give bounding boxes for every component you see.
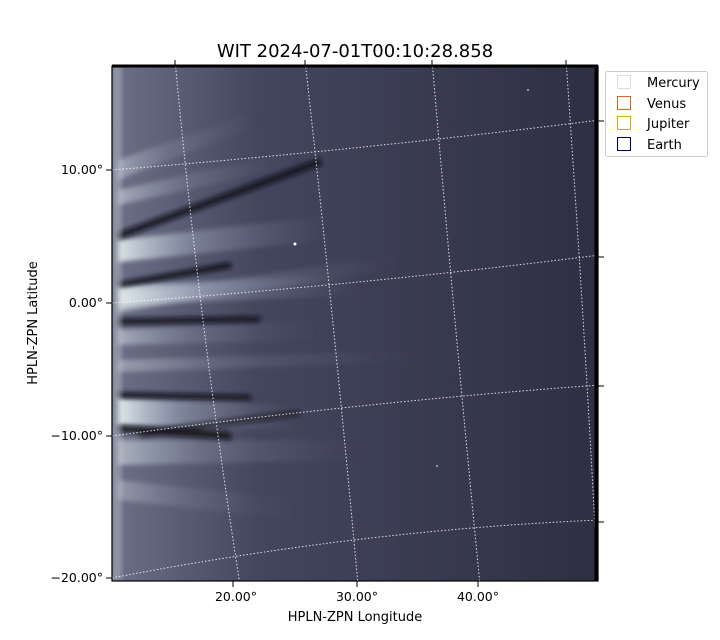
dark-streamers [118,158,322,440]
y-tick-label: −20.00° [50,570,103,585]
x-tick-label: 20.00° [215,589,257,604]
chart-title: WIT 2024-07-01T00:10:28.858 [217,41,493,62]
legend-label: Mercury [647,76,700,91]
coordinate-grid [112,66,598,581]
x-tick-label: 40.00° [457,589,499,604]
legend-swatch-venus [617,96,631,110]
legend-label: Jupiter [646,117,690,132]
legend-swatch-mercury [617,75,631,89]
image-panel [111,64,599,582]
legend-label: Earth [647,138,682,153]
y-tick-label: −10.00° [50,428,103,443]
x-tick-label: 30.00° [336,589,378,604]
legend-swatch-earth [617,137,631,151]
legend: Mercury Venus Jupiter Earth [605,71,708,157]
x-axis-label: HPLN-ZPN Longitude [288,610,423,625]
y-tick-label: 0.00° [69,295,103,310]
legend-label: Venus [647,97,686,112]
legend-swatch-jupiter [617,116,631,130]
y-tick-label: 10.00° [61,162,103,177]
y-axis-label: HPLN-ZPN Latitude [26,261,41,384]
axis-ticks [106,60,604,587]
legend-box [605,71,708,157]
